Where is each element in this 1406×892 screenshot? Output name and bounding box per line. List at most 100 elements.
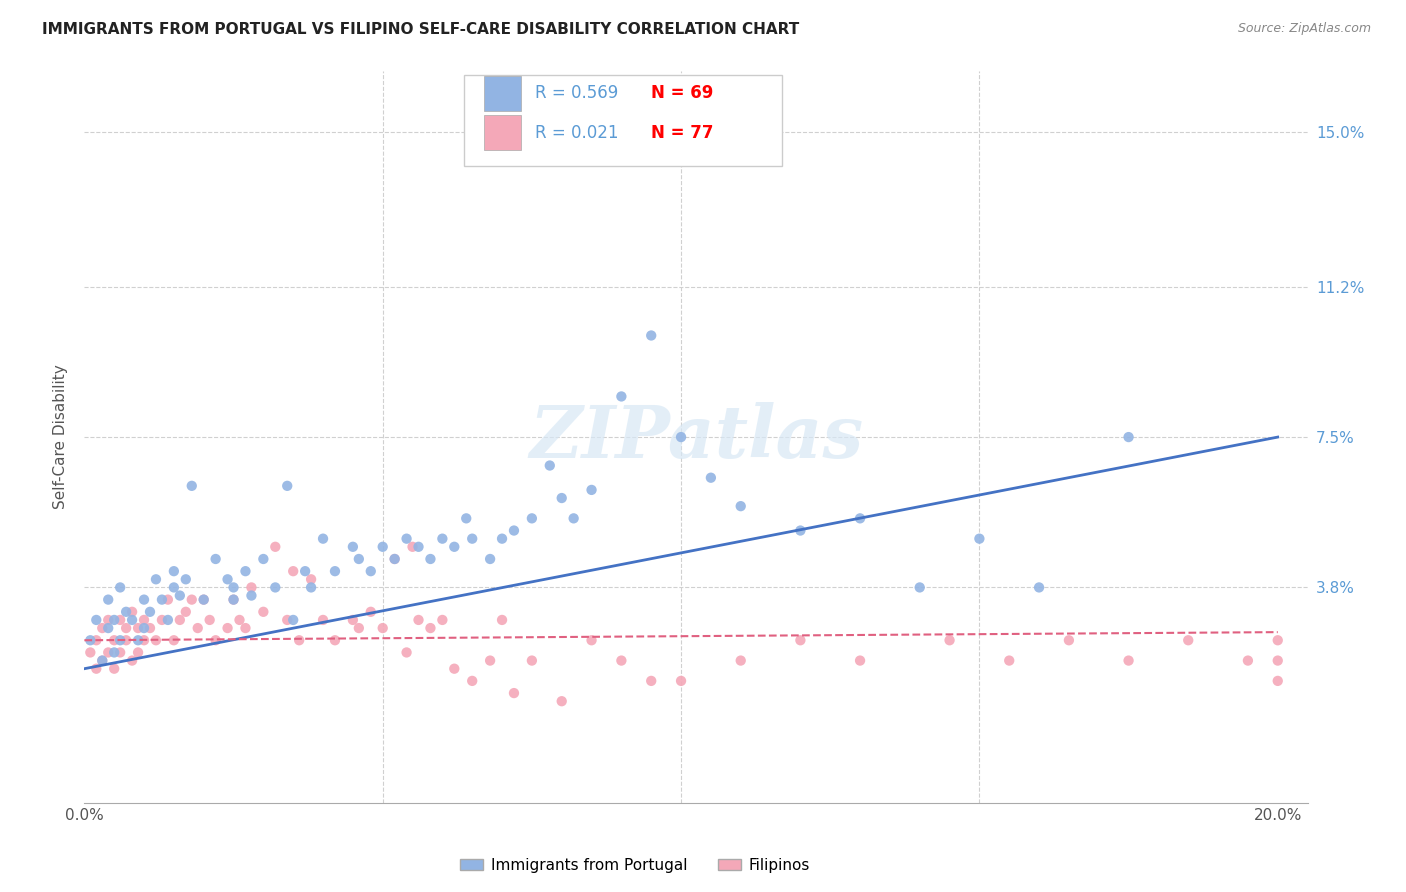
Point — [581, 633, 603, 648]
Point — [432, 532, 454, 546]
Point — [520, 511, 543, 525]
Text: Source: ZipAtlas.com: Source: ZipAtlas.com — [1237, 22, 1371, 36]
Point — [84, 662, 107, 676]
Point — [127, 621, 149, 635]
Point — [193, 592, 215, 607]
Point — [432, 613, 454, 627]
Point — [461, 673, 484, 688]
Point — [1118, 654, 1140, 668]
Point — [1118, 430, 1140, 444]
Point — [395, 645, 418, 659]
Point — [132, 592, 155, 607]
Point — [228, 613, 250, 627]
Point — [121, 613, 143, 627]
Point — [103, 645, 125, 659]
Point — [395, 532, 418, 546]
Point — [204, 633, 226, 648]
Point — [491, 613, 513, 627]
Point — [789, 524, 811, 538]
Text: R = 0.569: R = 0.569 — [534, 84, 617, 102]
Point — [520, 654, 543, 668]
Point — [581, 483, 603, 497]
Point — [443, 662, 465, 676]
Point — [1177, 633, 1199, 648]
Point — [264, 540, 287, 554]
Point — [169, 613, 191, 627]
Point — [187, 621, 209, 635]
Point — [669, 673, 692, 688]
Point — [312, 532, 335, 546]
Point — [419, 552, 441, 566]
Point — [456, 511, 478, 525]
Point — [1237, 654, 1260, 668]
Point — [108, 645, 131, 659]
Point — [103, 662, 125, 676]
Point — [240, 581, 263, 595]
Point — [323, 633, 346, 648]
Point — [139, 605, 162, 619]
Point — [97, 613, 120, 627]
Point — [150, 592, 173, 607]
Point — [283, 613, 305, 627]
Point — [276, 479, 298, 493]
Point — [115, 605, 138, 619]
Point — [479, 654, 502, 668]
Point — [235, 621, 257, 635]
Point — [347, 621, 370, 635]
Point — [288, 633, 311, 648]
Point — [294, 564, 316, 578]
Point — [132, 633, 155, 648]
Point — [360, 564, 382, 578]
Point — [132, 613, 155, 627]
Point — [222, 592, 245, 607]
Point — [299, 581, 322, 595]
Point — [121, 654, 143, 668]
Point — [97, 645, 120, 659]
Point — [145, 572, 167, 586]
Point — [789, 633, 811, 648]
Point — [174, 572, 197, 586]
Point — [127, 645, 149, 659]
Point — [222, 592, 245, 607]
Point — [551, 694, 574, 708]
Point — [551, 491, 574, 505]
Point — [174, 605, 197, 619]
Point — [371, 540, 394, 554]
Point — [323, 564, 346, 578]
Point — [115, 633, 138, 648]
Point — [491, 532, 513, 546]
Point — [408, 540, 430, 554]
Point — [730, 499, 752, 513]
Point — [347, 552, 370, 566]
Point — [180, 479, 202, 493]
Point — [938, 633, 960, 648]
Point — [443, 540, 465, 554]
Point — [640, 328, 662, 343]
Point — [79, 633, 101, 648]
Point — [384, 552, 406, 566]
Point — [998, 654, 1021, 668]
Point — [538, 458, 561, 473]
Point — [969, 532, 991, 546]
Point — [217, 621, 239, 635]
Point — [419, 621, 441, 635]
Point — [163, 581, 186, 595]
Point — [198, 613, 221, 627]
Point — [730, 654, 752, 668]
Point — [132, 621, 155, 635]
Point — [150, 613, 173, 627]
Point — [849, 511, 872, 525]
Point — [139, 621, 162, 635]
Point — [217, 572, 239, 586]
Text: N = 69: N = 69 — [651, 84, 713, 102]
Point — [235, 564, 257, 578]
Point — [1028, 581, 1050, 595]
Point — [108, 613, 131, 627]
Point — [401, 540, 423, 554]
Point — [342, 540, 364, 554]
Point — [299, 572, 322, 586]
Point — [849, 654, 872, 668]
FancyBboxPatch shape — [484, 115, 522, 150]
Point — [222, 581, 245, 595]
Point — [908, 581, 931, 595]
